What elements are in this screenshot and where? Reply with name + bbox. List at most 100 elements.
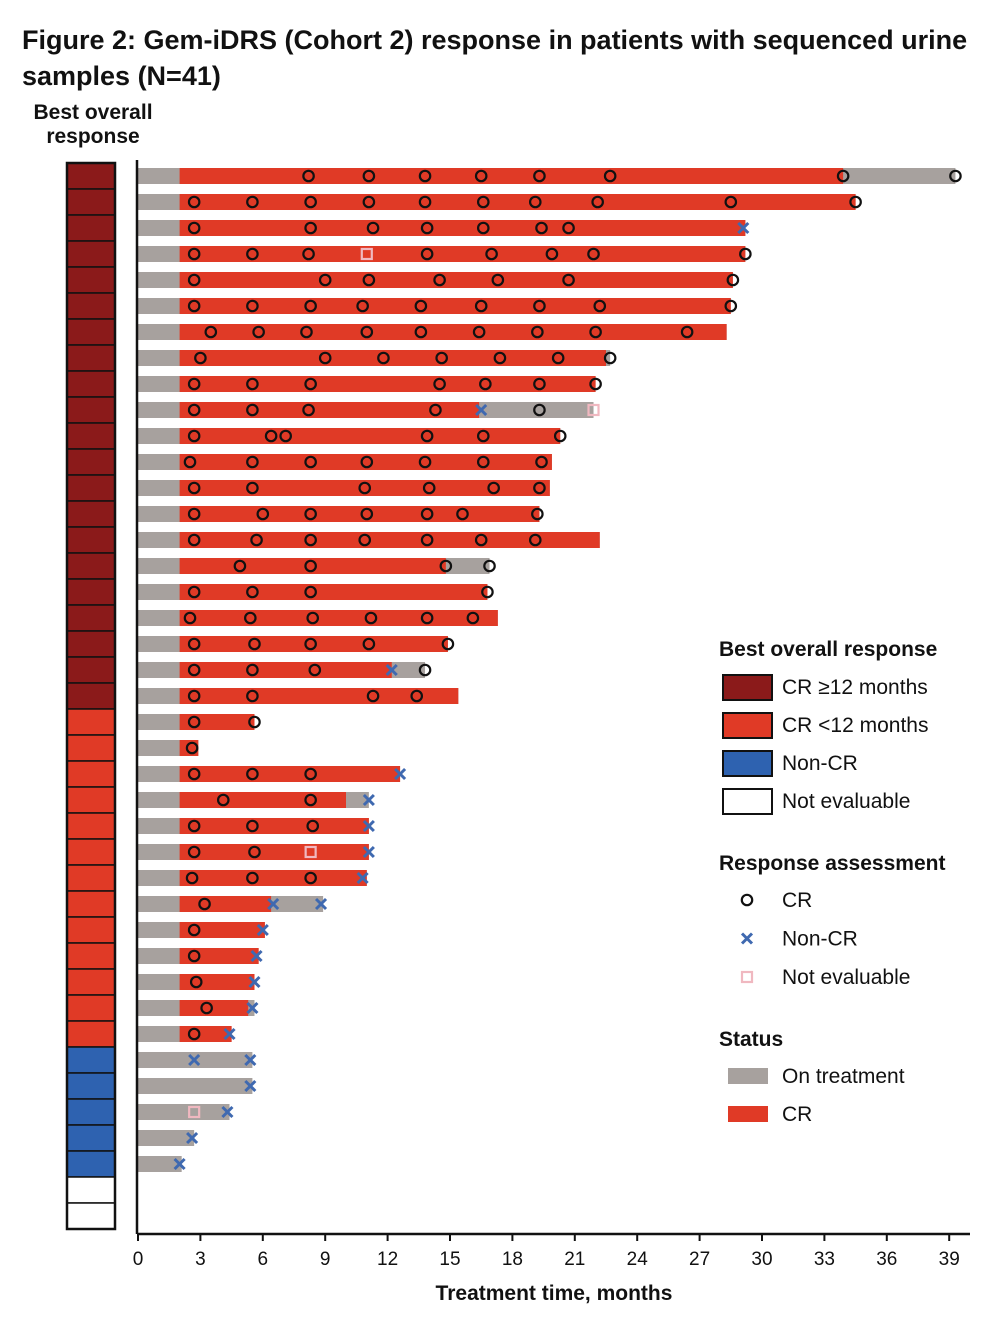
- bor-cell-3: [66, 214, 116, 242]
- marker-cr: [360, 325, 374, 339]
- marker-cr: [481, 585, 494, 599]
- marker-cr: [304, 221, 317, 235]
- legend-bor-label: Not evaluable: [782, 790, 910, 813]
- cr-bar-12: [179, 454, 552, 470]
- marker-cr: [533, 403, 546, 417]
- marker-cr: [246, 663, 259, 677]
- marker-cr: [414, 325, 428, 339]
- marker-cr: [300, 325, 313, 339]
- legend-status-label: CR: [782, 1103, 812, 1126]
- marker-cr: [304, 559, 317, 573]
- marker-cr: [187, 637, 201, 651]
- marker-cr: [587, 247, 600, 261]
- x-stroke: [362, 845, 375, 859]
- legend-ra-title: Response assessment: [719, 852, 945, 875]
- legend-bor-swatch: [722, 788, 773, 815]
- bor-cell-19: [66, 630, 116, 658]
- marker-cr: [304, 585, 317, 599]
- marker-cr: [194, 351, 207, 365]
- bor-cell-25: [66, 786, 116, 814]
- x-stroke: [362, 819, 375, 833]
- bor-cell-39: [66, 1150, 116, 1178]
- marker-cr: [183, 455, 197, 469]
- cr-bar-18: [179, 610, 498, 626]
- marker-cr: [680, 325, 694, 339]
- marker-non-cr: [394, 767, 407, 781]
- marker-non-cr: [362, 819, 375, 833]
- marker-cr: [360, 507, 374, 521]
- legend-not-evaluable-square-icon: [740, 970, 754, 984]
- marker-cr: [849, 195, 862, 209]
- treatment-bar-39: [138, 1156, 182, 1172]
- best-overall-response-heading: Best overall response: [18, 101, 168, 149]
- legend-ra-label: Not evaluable: [782, 966, 910, 989]
- marker-cr: [248, 715, 261, 729]
- marker-cr: [474, 169, 488, 183]
- bor-cell-5: [66, 266, 116, 294]
- marker-cr: [364, 611, 378, 625]
- marker-cr: [472, 325, 486, 339]
- x-tick-label: 0: [133, 1249, 144, 1270]
- bor-cell-18: [66, 604, 116, 632]
- bor-cell-16: [66, 552, 116, 580]
- marker-non-cr: [256, 923, 269, 937]
- marker-cr: [483, 559, 496, 573]
- bor-cell-36: [66, 1072, 116, 1100]
- treatment-bar-38: [138, 1130, 195, 1146]
- bor-cell-34: [66, 1020, 116, 1048]
- bor-cell-2: [66, 188, 116, 216]
- marker-cr: [306, 611, 320, 625]
- marker-cr: [187, 689, 201, 703]
- cr-bar-19: [179, 636, 448, 652]
- x-tick-label: 33: [814, 1249, 835, 1270]
- marker-cr: [739, 247, 752, 261]
- bor-cell-10: [66, 396, 116, 424]
- legend-status-label: On treatment: [782, 1065, 905, 1088]
- marker-cr: [198, 897, 211, 911]
- bor-cell-6: [66, 292, 116, 320]
- x-stroke: [221, 1105, 234, 1119]
- marker-cr: [246, 481, 259, 495]
- legend-cr-circle-icon: [740, 893, 754, 907]
- bor-cell-31: [66, 942, 116, 970]
- legend-bor-swatch: [722, 712, 773, 739]
- marker-cr: [429, 403, 442, 417]
- x-stroke: [244, 1053, 257, 1067]
- marker-cr: [485, 247, 498, 261]
- x-stroke: [244, 1079, 257, 1093]
- marker-cr: [491, 273, 505, 287]
- x-stroke: [737, 221, 750, 235]
- cr-bar-23: [179, 740, 199, 756]
- marker-non-cr: [244, 1079, 257, 1093]
- marker-cr: [187, 481, 201, 495]
- marker-cr: [183, 611, 197, 625]
- marker-cr: [187, 845, 201, 859]
- marker-cr: [187, 377, 201, 391]
- bor-cell-21: [66, 682, 116, 710]
- legend-ra-label: Non-CR: [782, 928, 858, 951]
- marker-cr: [264, 429, 278, 443]
- marker-cr: [304, 767, 317, 781]
- marker-cr: [366, 221, 380, 235]
- x-stroke: [740, 932, 754, 945]
- marker-cr: [187, 1027, 201, 1041]
- legend-bor-label: Non-CR: [782, 752, 858, 775]
- cr-bar-9: [179, 376, 596, 392]
- marker-non-cr: [314, 897, 328, 911]
- bor-cell-14: [66, 500, 116, 528]
- x-stroke: [385, 663, 398, 677]
- legend-status-swatch: [728, 1068, 768, 1084]
- cr-bar-33: [179, 1000, 249, 1016]
- x-tick-label: 15: [439, 1249, 460, 1270]
- marker-cr: [187, 923, 201, 937]
- marker-cr: [246, 299, 259, 313]
- x-stroke: [362, 793, 375, 807]
- marker-cr: [250, 533, 263, 547]
- bor-cell-7: [66, 318, 116, 346]
- marker-cr: [318, 273, 332, 287]
- cr-bar-15: [179, 532, 600, 548]
- marker-cr: [418, 195, 432, 209]
- marker-cr: [476, 455, 490, 469]
- marker-not-evaluable: [304, 845, 317, 859]
- cr-bar-25: [179, 792, 346, 808]
